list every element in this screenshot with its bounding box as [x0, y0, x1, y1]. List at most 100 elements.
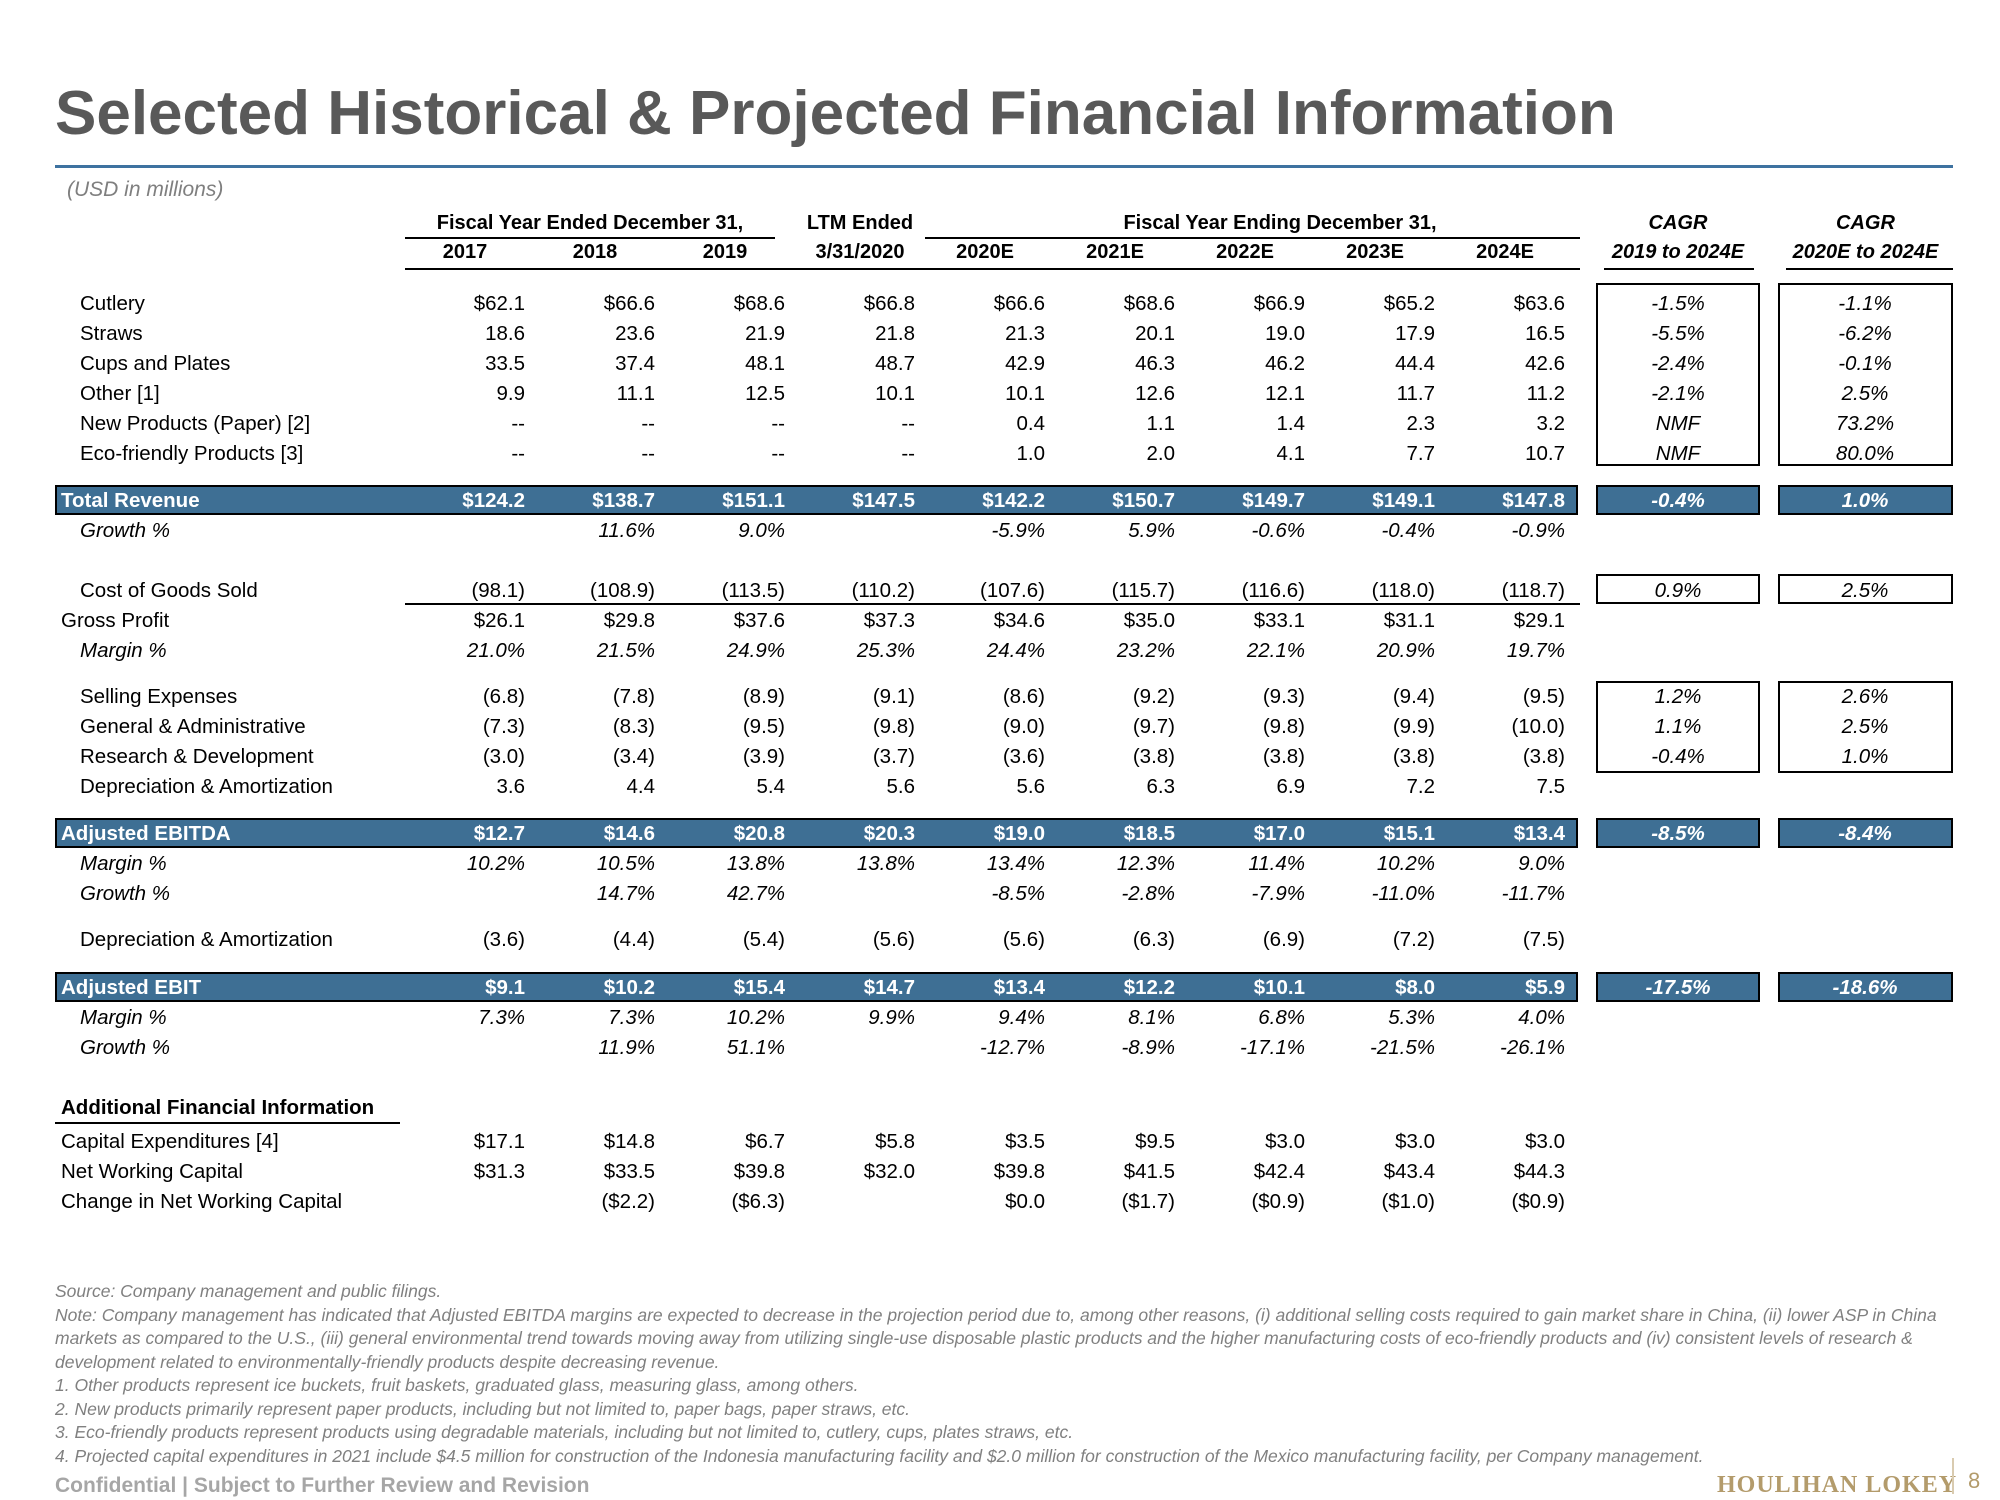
table-cell: $66.8: [863, 292, 915, 315]
cagr-cell: -1.5%: [1651, 292, 1705, 315]
highlight-band: [1596, 485, 1760, 515]
table-cell: $37.3: [863, 609, 915, 632]
table-cell: 17.9: [1395, 322, 1435, 345]
table-cell: 13.8%: [726, 852, 785, 875]
table-cell: 13.4%: [986, 852, 1045, 875]
cagr-cell: 1.1%: [1654, 715, 1702, 738]
table-row: Growth % 11.9% 51.1% -12.7% -8.9% -17.1% -21.5…: [0, 1032, 2000, 1062]
table-cell: --: [511, 412, 525, 435]
header-cagr1-top: CAGR: [1648, 212, 1708, 234]
cagr-cell: NMF: [1655, 412, 1701, 435]
row-label: New Products (Paper) [2]: [80, 412, 311, 435]
table-cell: 48.1: [745, 352, 785, 375]
table-cell: 25.3%: [856, 639, 915, 662]
cogs-underline: [405, 603, 1580, 605]
table-cell: (9.0): [1002, 715, 1045, 738]
table-cell: $66.6: [603, 292, 655, 315]
header-rule-historical: [405, 237, 775, 239]
table-cell: (10.0): [1511, 715, 1565, 738]
table-cell: 12.5: [745, 382, 785, 405]
table-cell: 10.1: [1005, 382, 1045, 405]
table-cell: -0.6%: [1251, 519, 1305, 542]
highlight-band: [55, 818, 1578, 848]
table-cell: (116.6): [1241, 579, 1305, 602]
table-cell: $66.9: [1253, 292, 1305, 315]
row-label: Margin %: [80, 639, 167, 662]
table-cell: $149.1: [1372, 489, 1435, 512]
table-cell: (9.5): [1522, 685, 1565, 708]
table-cell: 1.1: [1146, 412, 1176, 435]
table-cell: 46.2: [1265, 352, 1305, 375]
table-cell: 9.0%: [738, 519, 785, 542]
table-cell: 48.7: [875, 352, 915, 375]
table-cell: (108.9): [590, 579, 655, 602]
table-cell: $66.6: [993, 292, 1045, 315]
table-cell: (9.2): [1132, 685, 1175, 708]
table-cell: $68.6: [733, 292, 785, 315]
table-cell: (107.6): [980, 579, 1045, 602]
row-label: Growth %: [80, 1036, 170, 1059]
cagr-cell: 80.0%: [1835, 442, 1895, 465]
confidential-footer: Confidential | Subject to Further Review…: [55, 1474, 590, 1497]
row-label: Gross Profit: [61, 609, 170, 632]
table-cell: $68.6: [1123, 292, 1175, 315]
table-cell: (6.3): [1132, 928, 1175, 951]
table-cell: 8.1%: [1128, 1006, 1175, 1029]
table-row: Adjusted EBITDA $12.7 $14.6 $20.8 $20.3 $19.0…: [0, 818, 2000, 848]
row-label: Eco-friendly Products [3]: [80, 442, 304, 465]
row-label: Growth %: [80, 882, 170, 905]
header-cagr2-bottom: 2020E to 2024E: [1792, 241, 1939, 263]
table-row: Depreciation & Amortization 3.6 4.4 5.4 5.6 5…: [0, 771, 2000, 801]
table-cell: (9.3): [1262, 685, 1305, 708]
table-cell: $3.5: [1005, 1130, 1045, 1153]
row-label: Capital Expenditures [4]: [61, 1130, 279, 1153]
row-label: Adjusted EBITDA: [61, 822, 231, 845]
table-row: Straws 18.6 23.6 21.9 21.8 21.3 20.1 19.0 17.9 16…: [0, 318, 2000, 348]
table-cell: 10.2%: [466, 852, 525, 875]
table-cell: $0.0: [1005, 1190, 1045, 1213]
table-cell: -12.7%: [980, 1036, 1045, 1059]
table-row: Net Working Capital $31.3 $33.5 $39.8 $32.0 $…: [0, 1156, 2000, 1186]
column-header: 2017: [442, 241, 488, 263]
cagr-cell: -0.4%: [1651, 745, 1705, 768]
table-cell: (6.8): [482, 685, 525, 708]
table-cell: --: [771, 442, 785, 465]
main-note: Note: Company management has indicated t…: [55, 1304, 1937, 1372]
table-row: Total Revenue $124.2 $138.7 $151.1 $147.5 $14…: [0, 485, 2000, 515]
table-cell: $5.9: [1525, 976, 1565, 999]
table-cell: (8.6): [1002, 685, 1045, 708]
title-divider: [55, 165, 1953, 168]
header-group-historical: Fiscal Year Ended December 31,: [436, 212, 744, 234]
table-cell: $41.5: [1123, 1160, 1175, 1183]
table-cell: $19.0: [993, 822, 1045, 845]
table-cell: (4.4): [612, 928, 655, 951]
cagr-cell: 0.9%: [1654, 579, 1702, 602]
table-cell: 12.3%: [1116, 852, 1175, 875]
table-cell: 23.6: [615, 322, 655, 345]
table-cell: $142.2: [982, 489, 1045, 512]
column-header: 2018: [572, 241, 618, 263]
table-cell: $15.4: [733, 976, 785, 999]
footnote-4: 4. Projected capital expenditures in 202…: [55, 1445, 1704, 1466]
highlight-band: [1778, 972, 1953, 1002]
footnote-1: 1. Other products represent ice buckets,…: [55, 1375, 859, 1395]
table-cell: --: [901, 442, 915, 465]
table-cell: 23.2%: [1116, 639, 1175, 662]
table-cell: $14.6: [603, 822, 655, 845]
table-cell: -0.4%: [1381, 519, 1435, 542]
table-cell: 6.9: [1276, 775, 1306, 798]
table-cell: $12.7: [473, 822, 525, 845]
table-cell: (3.9): [742, 745, 785, 768]
row-label: Margin %: [80, 852, 167, 875]
table-cell: $9.1: [485, 976, 525, 999]
logo-divider: [1952, 1458, 1954, 1494]
header-rule-projected: [925, 237, 1580, 239]
table-cell: (9.4): [1392, 685, 1435, 708]
table-cell: $33.5: [603, 1160, 655, 1183]
row-label: Cutlery: [80, 292, 145, 315]
header-group-ltm: LTM Ended: [806, 212, 914, 234]
table-cell: $29.1: [1513, 609, 1565, 632]
table-cell: 3.2: [1536, 412, 1566, 435]
table-cell: 11.6%: [598, 519, 655, 542]
cagr-cell: -0.1%: [1838, 352, 1892, 375]
